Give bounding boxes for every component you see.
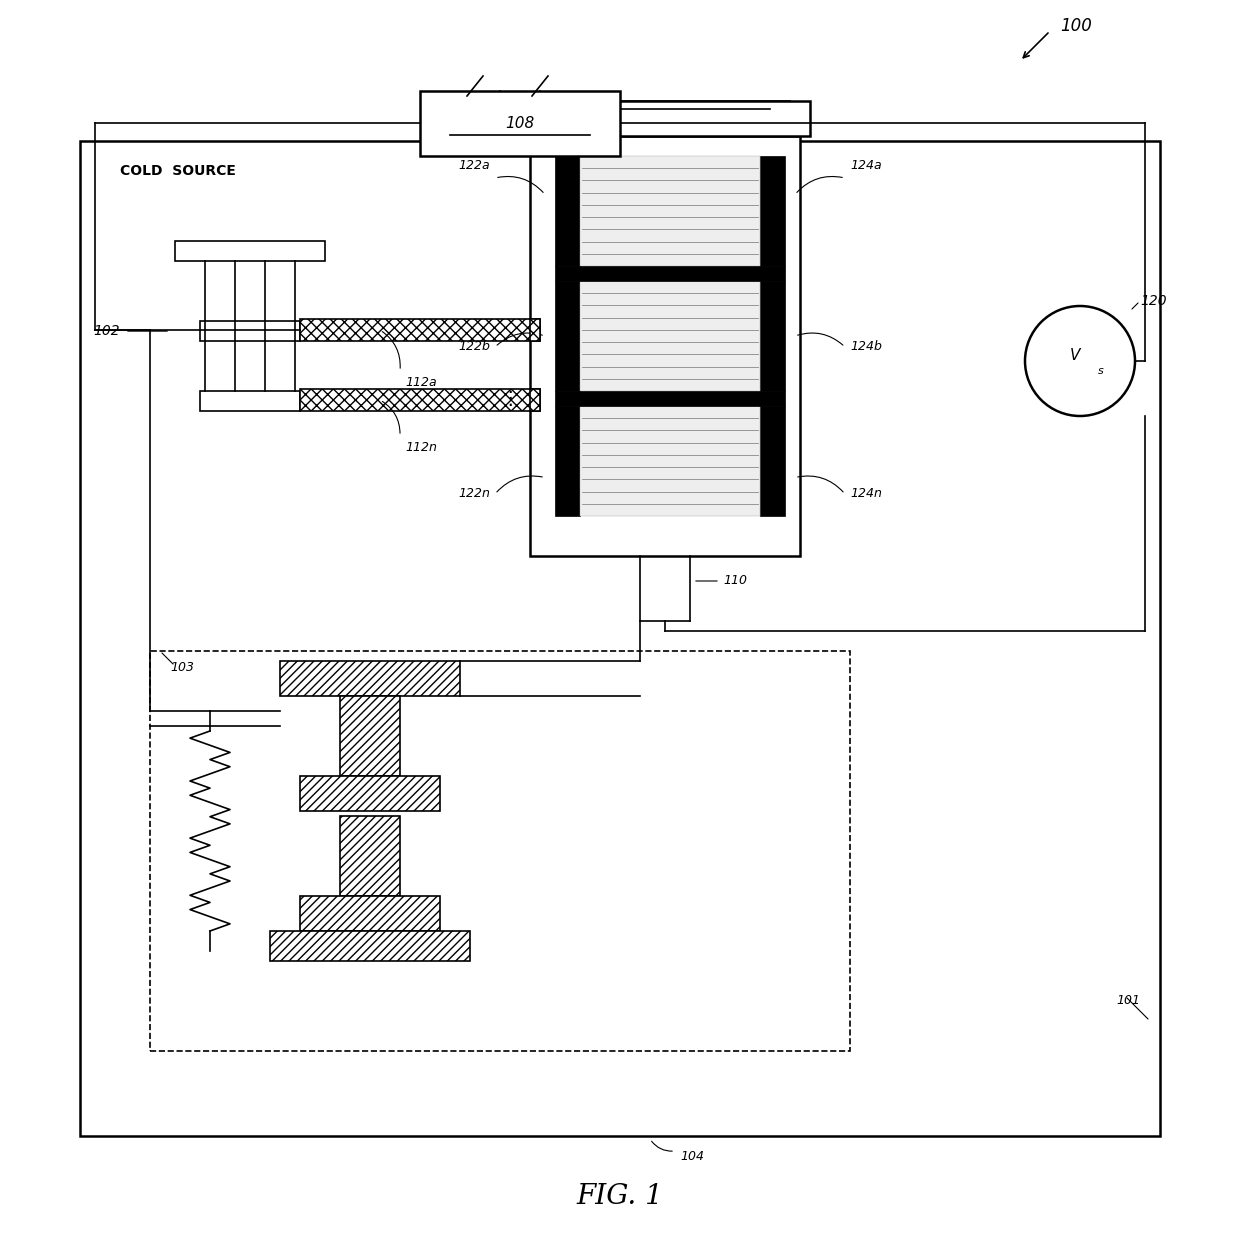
Bar: [200, 391, 300, 411]
Text: 103: 103: [170, 661, 193, 674]
Bar: [529, 319, 539, 341]
Bar: [150, 652, 849, 1051]
Text: 120: 120: [1140, 294, 1167, 308]
Text: 124n: 124n: [849, 488, 882, 500]
Bar: [175, 241, 325, 261]
Bar: [556, 391, 785, 406]
Text: 104: 104: [680, 1149, 704, 1163]
Bar: [340, 817, 401, 896]
Bar: [760, 156, 785, 266]
Bar: [556, 266, 785, 280]
Text: 112a: 112a: [405, 376, 436, 388]
Bar: [556, 406, 580, 516]
Text: 122n: 122n: [458, 488, 490, 500]
Bar: [200, 321, 300, 341]
Bar: [580, 156, 760, 266]
Bar: [81, 141, 1159, 1136]
Text: 101: 101: [1116, 994, 1140, 1008]
Text: V: V: [1070, 349, 1080, 364]
Text: s: s: [1097, 366, 1104, 376]
Bar: [580, 280, 760, 391]
Bar: [340, 696, 401, 776]
Bar: [300, 388, 539, 411]
Circle shape: [1025, 307, 1135, 416]
Text: COLD  SOURCE: COLD SOURCE: [120, 164, 236, 177]
Bar: [529, 388, 539, 411]
Bar: [520, 101, 810, 137]
Bar: [760, 280, 785, 391]
Text: 122b: 122b: [458, 340, 490, 354]
Bar: [300, 896, 440, 931]
Text: 102: 102: [93, 324, 120, 338]
Bar: [280, 661, 460, 696]
Bar: [556, 280, 580, 391]
Bar: [300, 319, 539, 341]
Text: 108: 108: [506, 115, 534, 132]
Bar: [556, 156, 580, 266]
Text: FIG. 1: FIG. 1: [577, 1183, 663, 1210]
Bar: [270, 931, 470, 961]
Text: 110: 110: [723, 575, 746, 587]
Text: 122a: 122a: [459, 160, 490, 172]
Bar: [529, 137, 800, 556]
Text: 124a: 124a: [849, 160, 882, 172]
Bar: [760, 406, 785, 516]
Bar: [420, 91, 620, 156]
Text: ⋮: ⋮: [500, 388, 520, 408]
Bar: [300, 776, 440, 812]
Bar: [580, 406, 760, 516]
Text: 100: 100: [1060, 17, 1092, 35]
Text: 124b: 124b: [849, 340, 882, 354]
Text: 112n: 112n: [405, 441, 436, 454]
